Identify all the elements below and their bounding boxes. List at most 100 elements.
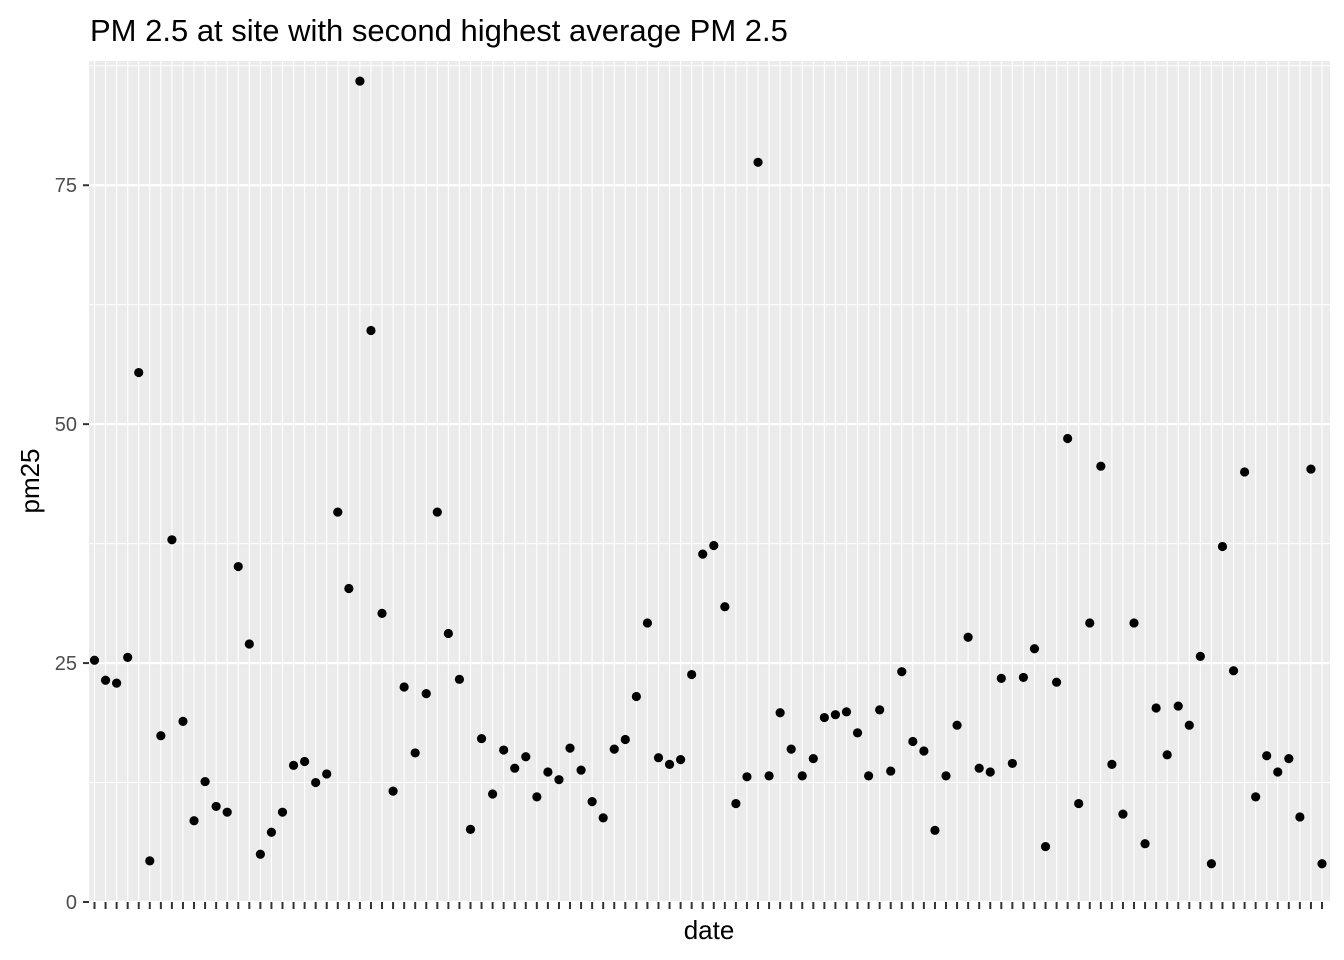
data-point [134,367,144,378]
data-point [1029,644,1040,654]
data-point [521,752,531,762]
y-tick-label: 75 [55,175,77,197]
data-point [598,813,608,823]
data-point [819,712,829,723]
data-point [344,583,354,594]
chart-title: PM 2.5 at site with second highest avera… [90,13,788,48]
data-point [631,691,641,702]
y-axis: 0 25 50 75 [55,175,89,914]
data-point [841,707,852,717]
data-point [355,76,365,86]
x-axis [93,902,1323,909]
y-gridlines [89,65,1330,904]
data-point [1129,618,1139,628]
data-point [377,608,387,618]
data-point [786,744,796,754]
data-point [941,771,951,781]
y-tick-label: 25 [55,653,77,675]
data-point [1184,720,1194,730]
data-point [499,745,509,755]
data-point [642,618,653,628]
data-point [698,549,708,559]
data-point [576,765,586,775]
data-point [1007,758,1017,769]
data-point [156,731,166,741]
data-point [123,652,133,662]
data-point [852,728,863,738]
y-tick-label: 50 [55,414,77,436]
data-point [930,825,940,835]
data-point [676,755,686,765]
data-point [1162,750,1172,760]
data-point [963,632,973,642]
data-point [244,639,254,649]
data-point [1262,751,1272,761]
data-point [1018,672,1029,683]
data-point [333,507,343,517]
data-point [145,856,155,866]
data-point [1118,809,1128,819]
data-point [366,325,376,336]
data-point [985,767,995,777]
data-point [1239,467,1250,477]
data-point [222,807,232,817]
data-point [410,748,420,758]
data-point [1051,677,1062,687]
data-point [1040,841,1051,852]
data-point [1151,703,1161,713]
data-point [875,705,885,715]
data-point [1140,839,1150,849]
data-point [532,792,542,802]
data-point [277,807,288,817]
data-point [897,667,907,677]
data-point [764,771,774,781]
data-point [565,743,575,753]
data-point [731,798,741,809]
data-point [465,824,476,834]
data-point [753,157,763,167]
data-point [178,716,188,726]
data-point [510,763,520,773]
data-point [687,669,697,680]
data-point [1063,433,1073,444]
y-tick-label: 0 [66,892,77,914]
data-point [742,772,752,782]
data-point [89,655,100,665]
data-point [211,801,221,812]
data-point [1306,464,1316,474]
data-point [189,816,199,826]
data-point [1206,859,1217,869]
data-point [322,769,332,779]
data-point [1295,812,1305,822]
data-point [1085,618,1095,628]
data-point [775,708,785,718]
data-point [1284,754,1294,764]
data-point [664,759,675,769]
data-point [1096,461,1106,471]
data-point [886,766,896,776]
data-point [112,678,122,688]
data-point [609,744,619,754]
data-point [432,507,442,517]
data-point [100,675,111,685]
data-point [266,827,277,837]
data-point [620,734,630,745]
data-point [808,754,818,764]
data-point [863,771,874,781]
data-point [233,561,243,572]
data-point [255,849,265,859]
data-point [996,673,1006,683]
data-point [200,776,210,787]
data-point [399,682,409,692]
plot-panel [89,61,1330,902]
data-points [89,76,1327,869]
data-point [830,710,841,720]
x-gridlines [93,61,1323,902]
data-point [908,736,918,747]
x-axis-title: date [684,915,735,945]
data-point [388,786,398,796]
y-axis-title: pm25 [15,448,45,513]
data-point [952,720,962,730]
data-point [476,733,487,744]
